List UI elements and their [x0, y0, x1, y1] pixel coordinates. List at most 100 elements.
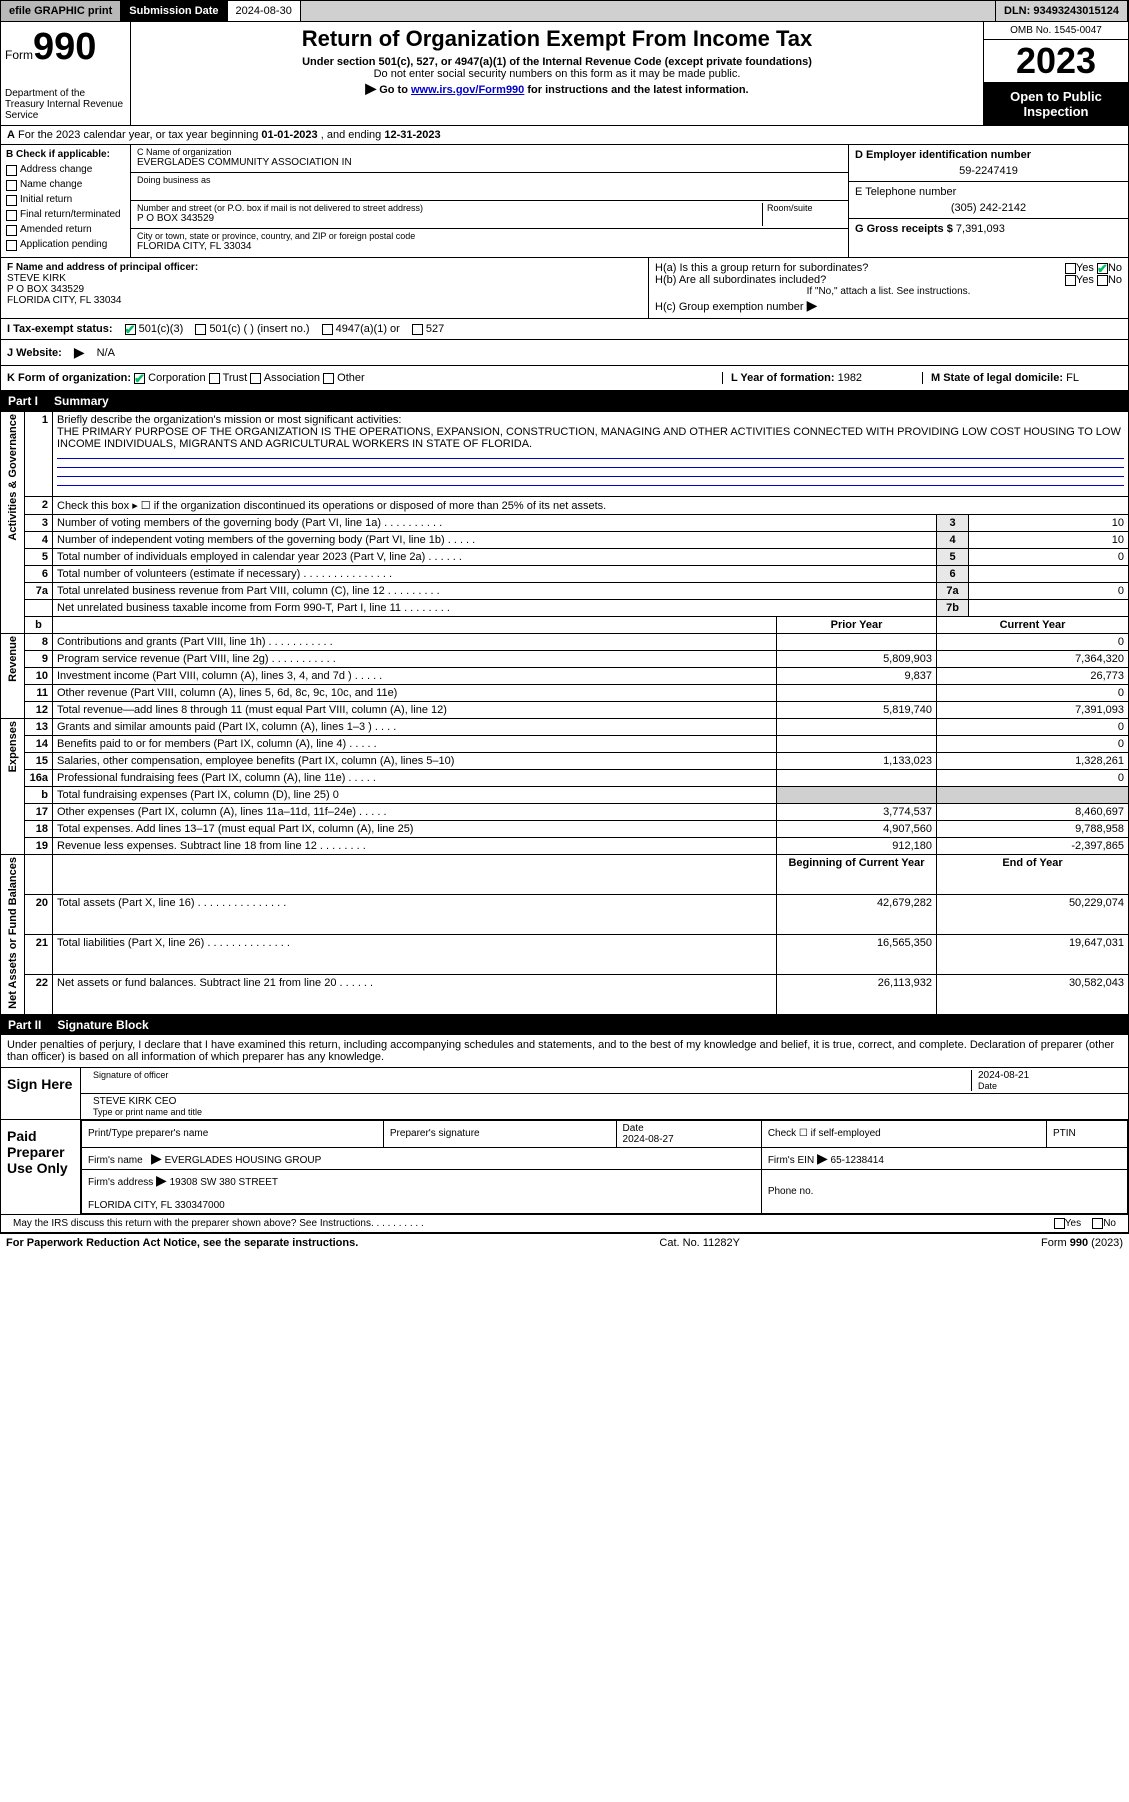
sign-here-fields: Signature of officer 2024-08-21Date STEV… [81, 1068, 1128, 1119]
phone-label: E Telephone number [855, 186, 1122, 198]
row-l-year-formation: L Year of formation: 1982 [722, 372, 922, 384]
prior-value: 4,907,560 [777, 821, 937, 838]
tax-year: 2023 [984, 40, 1128, 83]
ha-no-checkbox[interactable] [1097, 263, 1108, 274]
chk-corporation[interactable] [134, 373, 145, 384]
chk-initial-return[interactable]: Initial return [6, 193, 125, 207]
table-row: 15Salaries, other compensation, employee… [1, 753, 1129, 770]
chk-4947[interactable] [322, 324, 333, 335]
line-desc: Net unrelated business taxable income fr… [53, 600, 937, 617]
firm-ein-value: 65-1238414 [831, 1155, 884, 1166]
line-desc: Investment income (Part VIII, column (A)… [53, 668, 777, 685]
chk-association[interactable] [250, 373, 261, 384]
line-key: 4 [937, 532, 969, 549]
ein-label: D Employer identification number [855, 149, 1031, 161]
line-key: 7a [937, 583, 969, 600]
goto-suffix: for instructions and the latest informat… [527, 84, 748, 96]
org-name-label: C Name of organization [137, 147, 842, 157]
arrow-icon: ▶ [156, 1172, 167, 1188]
prior-value [777, 736, 937, 753]
line-number: 11 [25, 685, 53, 702]
q2-text: Check this box ▸ ☐ if the organization d… [53, 497, 1129, 515]
firm-phone-label: Phone no. [761, 1169, 1127, 1213]
chk-501c[interactable] [195, 324, 206, 335]
firm-name-label: Firm's name [88, 1155, 143, 1166]
mission-cell: Briefly describe the organization's miss… [53, 412, 1129, 497]
arrow-icon: ▶ [807, 297, 818, 313]
submission-date-value: 2024-08-30 [228, 1, 301, 21]
chk-501c3[interactable] [125, 324, 136, 335]
checkbox-icon [6, 165, 17, 176]
tax-year-begin: 01-01-2023 [261, 129, 317, 141]
org-name-value: EVERGLADES COMMUNITY ASSOCIATION IN [137, 157, 842, 168]
ha-label: H(a) Is this a group return for subordin… [655, 262, 868, 274]
table-row: bTotal fundraising expenses (Part IX, co… [1, 787, 1129, 804]
tax-exempt-label: I Tax-exempt status: [7, 323, 113, 335]
cat-number: Cat. No. 11282Y [659, 1237, 740, 1249]
chk-final-return[interactable]: Final return/terminated [6, 208, 125, 222]
line-desc: Benefits paid to or for members (Part IX… [53, 736, 777, 753]
opt-association: Association [264, 372, 320, 384]
hb-no-checkbox[interactable] [1097, 275, 1108, 286]
table-row: 4Number of independent voting members of… [1, 532, 1129, 549]
begin-year-header: Beginning of Current Year [777, 855, 937, 895]
current-value: 7,391,093 [937, 702, 1129, 719]
chk-label: Final return/terminated [20, 208, 121, 222]
line-number: 14 [25, 736, 53, 753]
room-label: Room/suite [767, 203, 842, 213]
line-desc: Professional fundraising fees (Part IX, … [53, 770, 777, 787]
current-value: 50,229,074 [937, 894, 1129, 934]
chk-other[interactable] [323, 373, 334, 384]
header-left: Form990 Department of the Treasury Inter… [1, 22, 131, 125]
table-row: Print/Type preparer's name Preparer's si… [82, 1120, 1128, 1147]
chk-application-pending[interactable]: Application pending [6, 238, 125, 252]
dba-row: Doing business as [131, 173, 848, 201]
table-row: 11Other revenue (Part VIII, column (A), … [1, 685, 1129, 702]
discuss-no-checkbox[interactable] [1092, 1218, 1103, 1229]
discuss-yes-checkbox[interactable] [1054, 1218, 1065, 1229]
mission-text: THE PRIMARY PURPOSE OF THE ORGANIZATION … [57, 426, 1124, 450]
table-row: 6Total number of volunteers (estimate if… [1, 566, 1129, 583]
form-org-label: K Form of organization: [7, 372, 131, 384]
ha-yes-checkbox[interactable] [1065, 263, 1076, 274]
chk-trust[interactable] [209, 373, 220, 384]
chk-address-change[interactable]: Address change [6, 163, 125, 177]
table-row: 18Total expenses. Add lines 13–17 (must … [1, 821, 1129, 838]
firm-ein-cell: Firm's EIN ▶ 65-1238414 [761, 1147, 1127, 1169]
firm-ein-label: Firm's EIN [768, 1155, 814, 1166]
current-value: 0 [937, 719, 1129, 736]
opt-other: Other [337, 372, 365, 384]
chk-amended-return[interactable]: Amended return [6, 223, 125, 237]
line-key: 7b [937, 600, 969, 617]
efile-print-button[interactable]: efile GRAPHIC print [1, 1, 121, 21]
arrow-icon: ▶ [74, 344, 85, 361]
form-title: Return of Organization Exempt From Incom… [139, 26, 975, 52]
prior-value: 912,180 [777, 838, 937, 855]
dba-label: Doing business as [137, 175, 842, 185]
phone-value: (305) 242-2142 [855, 198, 1122, 214]
prior-value: 5,819,740 [777, 702, 937, 719]
row-i-tax-exempt: I Tax-exempt status: 501(c)(3) 501(c) ( … [0, 319, 1129, 340]
line-number: 4 [25, 532, 53, 549]
line-number: 7a [25, 583, 53, 600]
line-value: 10 [969, 532, 1129, 549]
officer-addr1: P O BOX 343529 [7, 284, 642, 295]
current-value: -2,397,865 [937, 838, 1129, 855]
chk-name-change[interactable]: Name change [6, 178, 125, 192]
line-desc: Other expenses (Part IX, column (A), lin… [53, 804, 777, 821]
table-row: 3Number of voting members of the governi… [1, 515, 1129, 532]
table-row: 17Other expenses (Part IX, column (A), l… [1, 804, 1129, 821]
street-value: P O BOX 343529 [137, 213, 762, 224]
firm-addr-label: Firm's address [88, 1177, 153, 1188]
label-a: A [7, 129, 15, 141]
form-number: Form990 [5, 26, 126, 69]
row-m-domicile: M State of legal domicile: FL [922, 372, 1122, 384]
irs-link[interactable]: www.irs.gov/Form990 [411, 84, 524, 96]
prior-value: 1,133,023 [777, 753, 937, 770]
hb-yes-checkbox[interactable] [1065, 275, 1076, 286]
table-row: Revenue8Contributions and grants (Part V… [1, 634, 1129, 651]
chk-527[interactable] [412, 324, 423, 335]
signature-intro: Under penalties of perjury, I declare th… [1, 1035, 1128, 1067]
chk-label: Amended return [20, 223, 92, 237]
city-row: City or town, state or province, country… [131, 229, 848, 257]
